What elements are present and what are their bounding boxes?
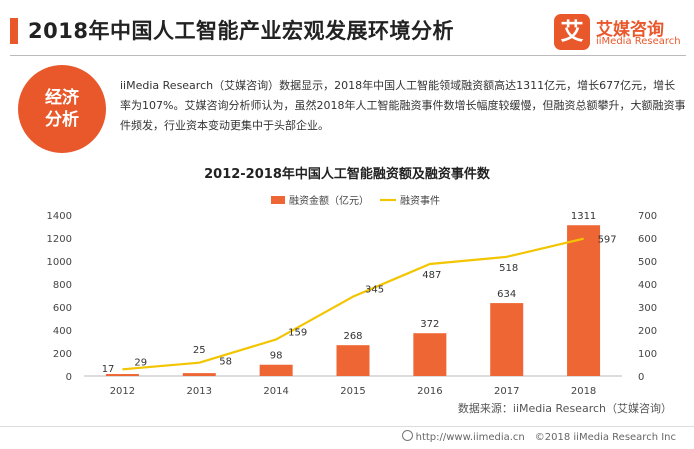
- bar-data-label: 98: [270, 351, 283, 362]
- bar: [413, 333, 447, 376]
- footer-copyright: ©2018 iiMedia Research Inc: [534, 432, 676, 443]
- line-data-label: 487: [422, 270, 441, 281]
- bar: [490, 303, 524, 376]
- bar: [182, 373, 216, 376]
- x-tick-label: 2015: [340, 386, 365, 397]
- bar: [567, 225, 601, 376]
- line-data-label: 345: [365, 285, 384, 296]
- x-tick-label: 2012: [110, 386, 135, 397]
- y-left-tick-label: 1400: [47, 211, 72, 222]
- line-data-label: 58: [219, 357, 232, 368]
- badge-line-2: 分析: [45, 110, 79, 130]
- bar-data-label: 17: [102, 364, 115, 375]
- y-right-tick-label: 600: [638, 234, 657, 245]
- footer: http://www.iimedia.cn ©2018 iiMedia Resea…: [392, 430, 676, 443]
- globe-icon: [401, 430, 413, 441]
- page-title: 2018年中国人工智能产业宏观发展环境分析: [28, 19, 454, 43]
- x-tick-label: 2017: [494, 386, 519, 397]
- x-tick-label: 2014: [263, 386, 288, 397]
- y-right-tick-label: 500: [638, 257, 657, 268]
- brand-subtitle: iiMedia Research: [596, 36, 681, 47]
- y-right-tick-label: 100: [638, 349, 657, 360]
- line-data-label: 29: [134, 357, 147, 368]
- footer-url[interactable]: http://www.iimedia.cn: [415, 432, 525, 443]
- y-left-tick-label: 1200: [47, 234, 72, 245]
- line-data-label: 597: [598, 235, 617, 246]
- y-right-tick-label: 400: [638, 280, 657, 291]
- bar-data-label: 634: [497, 289, 516, 300]
- section-badge: 经济 分析: [18, 65, 106, 153]
- title-accent-bar: [10, 18, 18, 44]
- bar: [259, 364, 293, 376]
- y-right-tick-label: 300: [638, 303, 657, 314]
- events-line: [122, 237, 584, 371]
- bar-data-label: 25: [193, 345, 206, 356]
- chart-title: 2012-2018年中国人工智能融资额及融资事件数: [204, 167, 490, 182]
- bar-data-label: 268: [343, 331, 362, 342]
- footer-divider: [0, 426, 694, 427]
- bar-data-label: 1311: [571, 211, 596, 222]
- line-data-label: 159: [288, 327, 307, 338]
- legend-bar-swatch: [271, 196, 285, 204]
- x-tick-label: 2016: [417, 386, 442, 397]
- y-left-tick-label: 0: [66, 372, 72, 383]
- line-data-label: 518: [499, 263, 518, 274]
- x-tick-label: 2013: [187, 386, 212, 397]
- data-source: 数据来源：iiMedia Research（艾媒咨询）: [457, 402, 672, 415]
- bar-data-label: 372: [420, 319, 439, 330]
- x-tick-label: 2018: [571, 386, 596, 397]
- y-left-tick-label: 600: [53, 303, 72, 314]
- y-right-tick-label: 700: [638, 211, 657, 222]
- badge-line-1: 经济: [45, 88, 79, 108]
- y-left-tick-label: 400: [53, 326, 72, 337]
- legend-bar-label: 融资金额（亿元）: [289, 194, 369, 207]
- y-right-tick-label: 0: [638, 372, 644, 383]
- y-left-tick-label: 200: [53, 349, 72, 360]
- y-left-tick-label: 800: [53, 280, 72, 291]
- bar: [336, 345, 370, 376]
- brand-logo: 艾 艾媒咨询 iiMedia Research: [554, 14, 688, 52]
- iimedia-logo-icon: 艾: [554, 14, 590, 50]
- legend-line-label: 融资事件: [400, 194, 440, 207]
- header-divider: [10, 55, 686, 56]
- brand-name: 艾媒咨询: [596, 20, 664, 40]
- bar: [105, 374, 139, 376]
- summary-text: iiMedia Research（艾媒咨询）数据显示，2018年中国人工智能领域…: [120, 79, 686, 132]
- y-right-tick-label: 200: [638, 326, 657, 337]
- y-left-tick-label: 1000: [47, 257, 72, 268]
